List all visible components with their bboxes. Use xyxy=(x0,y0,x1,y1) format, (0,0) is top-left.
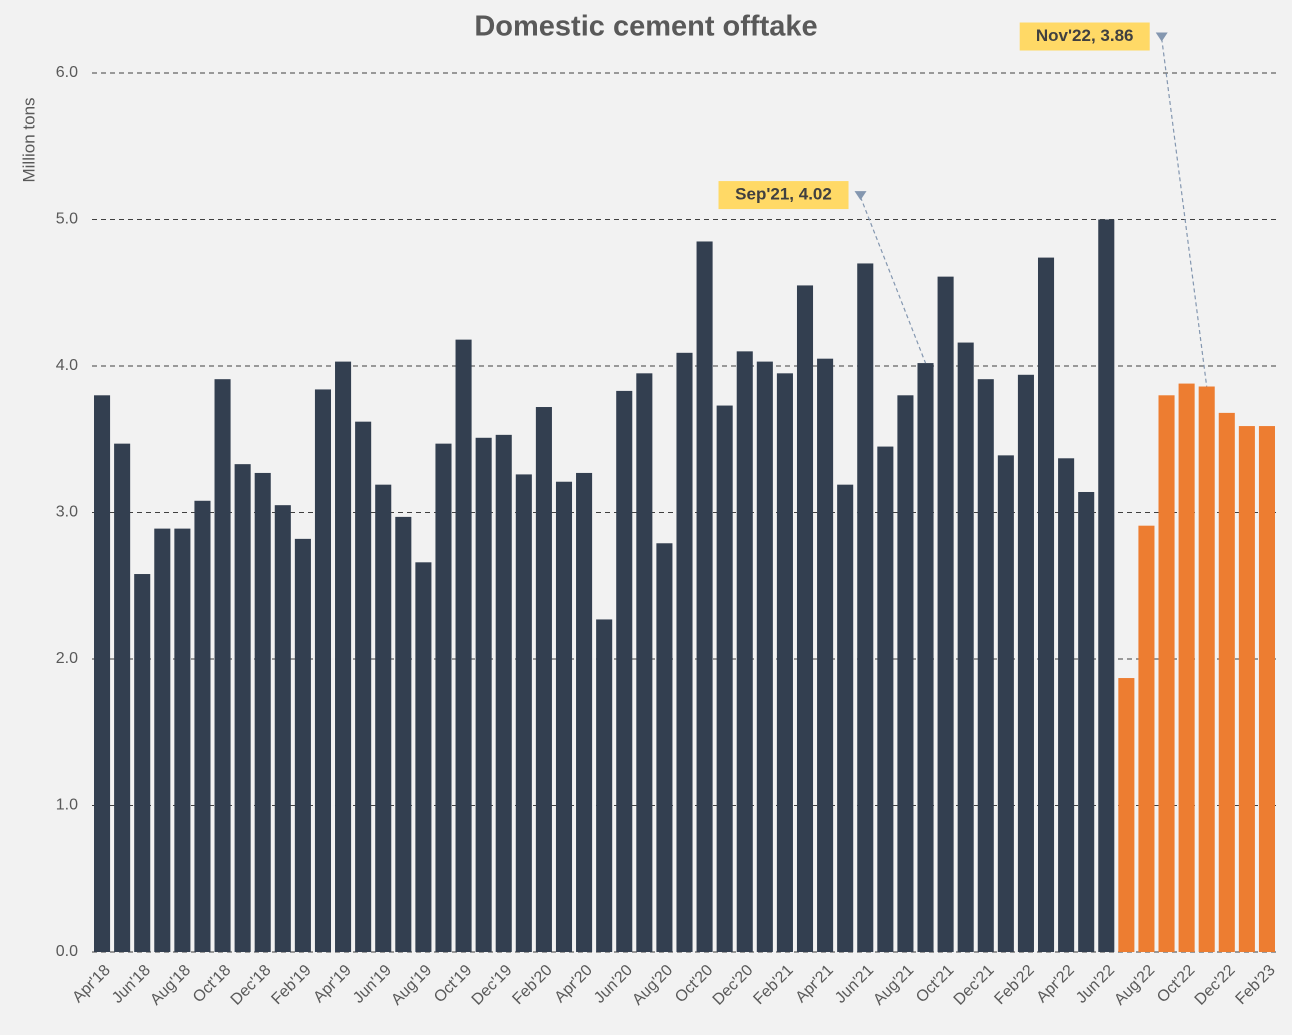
bar xyxy=(1058,458,1075,952)
bar xyxy=(1158,395,1175,952)
bar xyxy=(1098,219,1115,952)
bar xyxy=(94,395,111,952)
y-tick-label: 4.0 xyxy=(56,357,78,374)
bar xyxy=(535,407,552,952)
bar xyxy=(1037,257,1055,953)
bar xyxy=(997,455,1014,952)
bar xyxy=(134,574,151,952)
bar xyxy=(495,434,512,953)
bar xyxy=(435,443,452,952)
bar xyxy=(475,437,492,952)
bar xyxy=(274,505,291,952)
bar xyxy=(857,263,874,952)
annotation-arrowhead xyxy=(1155,32,1168,42)
bar xyxy=(154,528,171,952)
bar xyxy=(897,395,914,952)
y-tick-label: 2.0 xyxy=(56,650,78,667)
bar xyxy=(696,241,713,953)
bar xyxy=(937,276,954,952)
bar xyxy=(1238,426,1255,952)
bar xyxy=(716,405,733,952)
annotation-label: Sep'21, 4.02 xyxy=(735,185,832,204)
y-axis-label: Million tons xyxy=(19,97,38,182)
bar xyxy=(736,351,753,953)
bar xyxy=(1178,383,1195,953)
annotation-arrowhead xyxy=(854,191,867,201)
bar xyxy=(314,389,332,952)
bar xyxy=(756,361,773,953)
annotation-box xyxy=(718,181,849,210)
bar xyxy=(114,443,131,952)
bar xyxy=(817,358,834,952)
bar xyxy=(515,474,532,952)
bar xyxy=(957,342,974,952)
bar xyxy=(1017,374,1034,952)
bar xyxy=(234,464,251,952)
bar xyxy=(395,516,412,952)
bar xyxy=(194,500,211,952)
bar xyxy=(917,363,934,952)
chart-title: Domestic cement offtake xyxy=(474,11,817,43)
bar xyxy=(656,543,673,952)
bar xyxy=(1258,426,1275,952)
bar xyxy=(1138,525,1155,952)
y-tick-label: 1.0 xyxy=(56,797,78,814)
bar xyxy=(455,339,472,952)
bar xyxy=(796,285,814,952)
bar xyxy=(1198,386,1215,952)
y-tick-label: 5.0 xyxy=(56,211,78,228)
bar xyxy=(355,421,372,952)
bar xyxy=(676,352,693,952)
y-tick-label: 6.0 xyxy=(56,64,78,81)
bar xyxy=(1118,678,1135,952)
bar xyxy=(294,538,311,952)
bar xyxy=(596,619,613,952)
bar xyxy=(415,562,432,952)
bar xyxy=(254,472,271,952)
annotation-leader xyxy=(1161,38,1208,387)
bar xyxy=(1218,412,1235,952)
bar xyxy=(174,528,191,952)
bar xyxy=(877,446,894,952)
bar xyxy=(776,373,793,952)
bar xyxy=(576,472,593,952)
y-tick-label: 0.0 xyxy=(56,943,78,960)
bar xyxy=(555,481,573,952)
annotation-leader xyxy=(859,196,927,364)
annotation-box xyxy=(1019,22,1150,51)
bar xyxy=(636,373,653,952)
bar xyxy=(375,484,392,952)
bar xyxy=(214,379,231,952)
bar xyxy=(335,361,352,953)
annotation-label: Nov'22, 3.86 xyxy=(1036,26,1134,45)
bar xyxy=(1078,491,1095,952)
bar xyxy=(977,379,994,952)
bar xyxy=(837,484,854,952)
bar xyxy=(616,390,633,952)
y-tick-label: 3.0 xyxy=(56,504,78,521)
